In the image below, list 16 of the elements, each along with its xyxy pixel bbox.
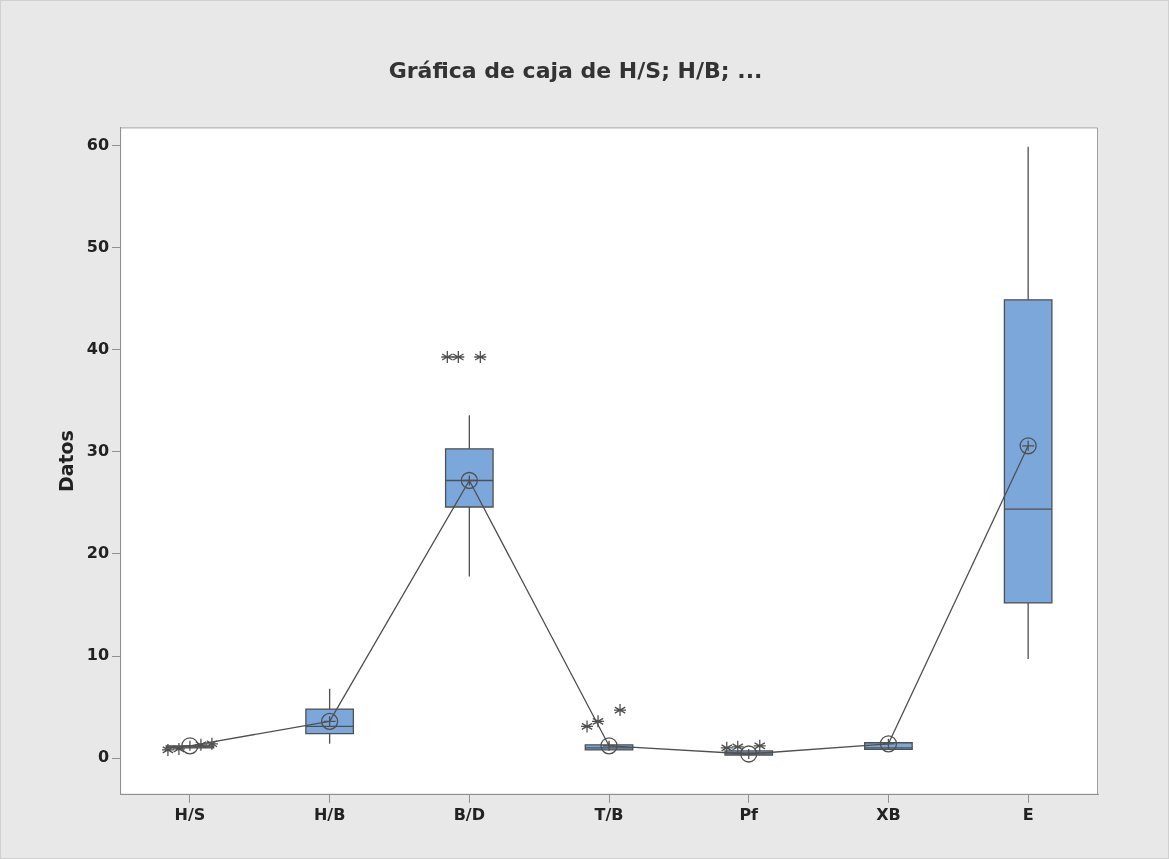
x-tick-label: H/S: [174, 804, 206, 824]
y-axis-title: Datos: [55, 430, 78, 493]
y-tick-label: 50: [86, 236, 110, 256]
y-tick-label: 30: [86, 441, 110, 461]
y-tick-label: 40: [86, 339, 110, 359]
y-tick-label: 10: [86, 645, 110, 665]
y-tick-label: 20: [86, 543, 110, 563]
y-tick-label: 60: [86, 134, 110, 154]
x-tick-label: B/D: [453, 804, 485, 824]
x-tick-label: T/B: [594, 804, 624, 824]
y-tick-label: 0: [97, 747, 110, 767]
x-tick-label: XB: [876, 804, 901, 824]
x-tick-label: H/B: [313, 804, 346, 824]
x-tick-label: Pf: [739, 804, 760, 824]
x-tick-label: E: [1022, 804, 1034, 824]
chart-title: Gráfica de caja de H/S; H/B; ...: [388, 57, 763, 83]
